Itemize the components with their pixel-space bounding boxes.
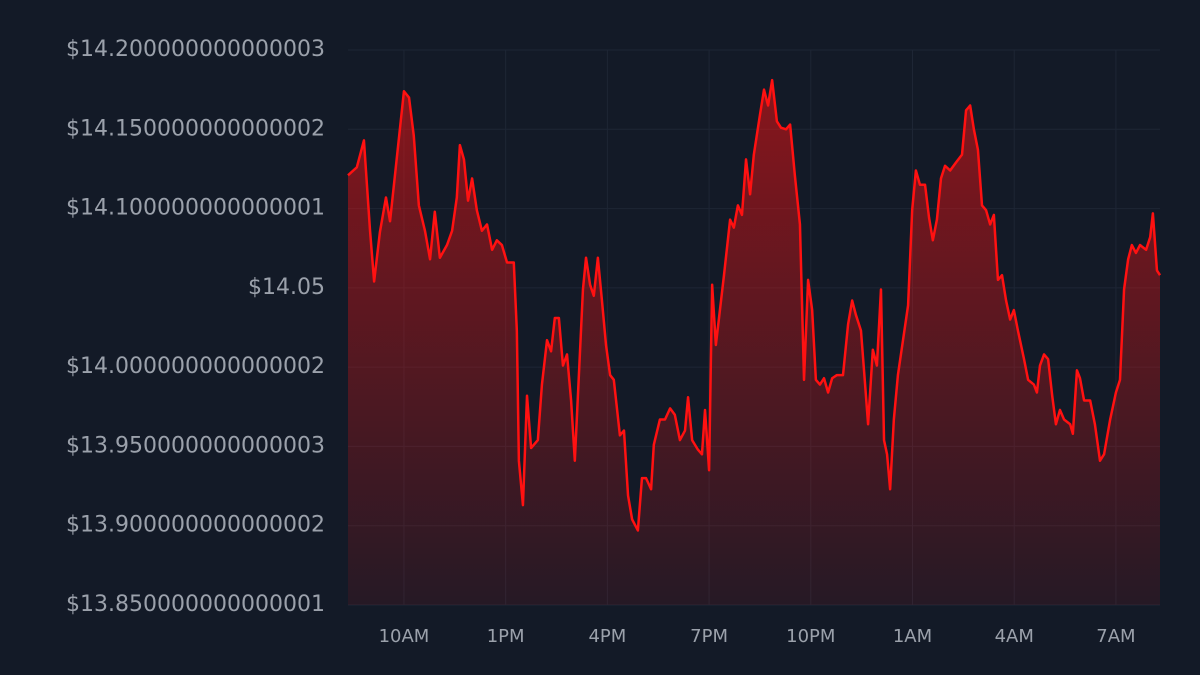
y-tick-label: $14.05 xyxy=(248,275,325,300)
y-tick-label: $14.000000000000002 xyxy=(66,354,325,379)
x-tick-label: 10AM xyxy=(379,626,430,647)
x-tick-label: 1PM xyxy=(487,626,525,647)
x-tick-label: 7PM xyxy=(690,626,728,647)
price-line xyxy=(347,78,1162,532)
y-tick-label: $14.150000000000002 xyxy=(66,116,325,141)
x-tick-label: 10PM xyxy=(786,626,835,647)
y-tick-label: $13.950000000000003 xyxy=(66,433,325,458)
y-tick-label: $13.850000000000001 xyxy=(66,592,325,617)
y-tick-label: $14.100000000000001 xyxy=(66,196,325,221)
y-tick-label: $14.200000000000003 xyxy=(66,37,325,62)
x-tick-label: 4PM xyxy=(588,626,626,647)
x-tick-label: 7AM xyxy=(1096,626,1135,647)
x-tick-label: 1AM xyxy=(893,626,932,647)
area-fill xyxy=(348,80,1160,605)
y-tick-label: $13.900000000000002 xyxy=(66,513,325,538)
x-tick-label: 4AM xyxy=(995,626,1034,647)
